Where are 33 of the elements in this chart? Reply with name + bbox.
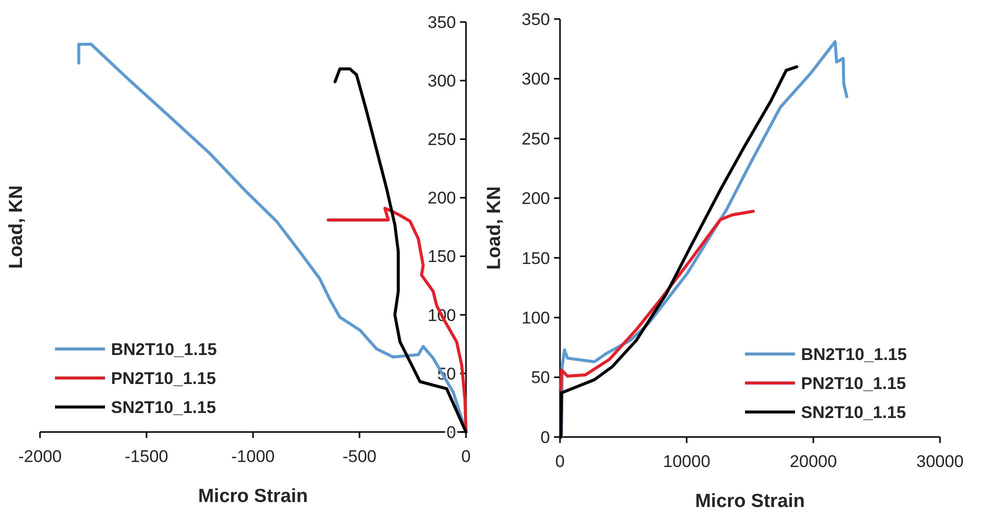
x-tick-label: 10000 bbox=[663, 452, 710, 471]
legend-label: PN2T10_1.15 bbox=[111, 368, 216, 388]
y-tick-label: 200 bbox=[522, 189, 550, 208]
x-tick-label: 20000 bbox=[790, 452, 837, 471]
x-axis-title: Micro Strain bbox=[695, 491, 805, 512]
y-tick-label: 150 bbox=[428, 247, 456, 266]
x-tick-label: 30000 bbox=[916, 452, 964, 471]
y-tick-label: 200 bbox=[428, 188, 456, 208]
y-tick-label: 350 bbox=[428, 12, 456, 32]
legend-label: BN2T10_1.15 bbox=[801, 344, 907, 364]
x-tick-label: 0 bbox=[461, 447, 471, 466]
y-tick-label: 100 bbox=[522, 308, 550, 328]
legend-label: SN2T10_1.15 bbox=[111, 398, 216, 417]
y-tick-label: 350 bbox=[522, 10, 550, 29]
x-axis-title: Micro Strain bbox=[198, 486, 308, 507]
x-tick-label: -2000 bbox=[18, 447, 62, 466]
y-axis-title: Load, KN bbox=[484, 186, 505, 270]
y-tick-label: 250 bbox=[522, 129, 550, 148]
x-tick-label: -500 bbox=[342, 447, 377, 466]
y-tick-label: 150 bbox=[522, 248, 550, 268]
y-tick-label: 300 bbox=[522, 70, 550, 89]
legend-label: SN2T10_1.15 bbox=[801, 402, 906, 422]
line-series bbox=[559, 210, 755, 391]
y-tick-label: 300 bbox=[428, 72, 456, 91]
x-tick-label: -1500 bbox=[124, 447, 168, 466]
legend-label: PN2T10_1.15 bbox=[801, 374, 906, 393]
x-tick-label: -1000 bbox=[231, 447, 275, 466]
y-tick-label: 0 bbox=[540, 428, 550, 447]
y-tick-label: 50 bbox=[531, 368, 550, 388]
y-axis-title: Load, KN bbox=[6, 185, 27, 269]
y-tick-label: 250 bbox=[428, 130, 456, 150]
legend-label: BN2T10_1.15 bbox=[111, 340, 217, 359]
x-tick-label: 0 bbox=[555, 452, 565, 471]
